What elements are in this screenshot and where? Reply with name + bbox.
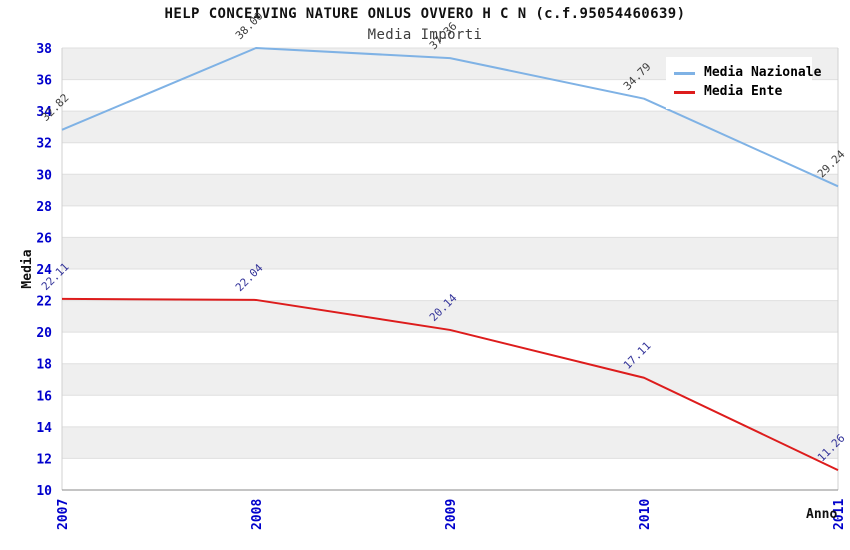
chart-title: HELP CONCEIVING NATURE ONLUS OVVERO H C … <box>164 6 686 22</box>
y-tick-label: 28 <box>36 200 52 215</box>
x-tick-label: 2011 <box>832 499 847 530</box>
legend-item: Media Ente <box>674 84 804 100</box>
legend: Media Nazionale Media Ente <box>666 57 821 109</box>
grid-band <box>62 237 838 269</box>
series-line-media-ente <box>61 297 839 472</box>
y-axis-title: Media <box>20 249 35 289</box>
y-tick-label: 14 <box>36 421 52 436</box>
legend-line-swatch <box>674 90 695 94</box>
y-tick-label: 32 <box>36 137 52 152</box>
y-tick-label: 12 <box>36 452 52 467</box>
y-tick-label: 18 <box>36 358 52 373</box>
y-tick-label: 30 <box>36 168 52 183</box>
y-tick-label: 20 <box>36 326 52 341</box>
x-axis-title: Anno <box>806 507 838 522</box>
legend-item: Media Nazionale <box>674 65 821 81</box>
y-tick-label: 36 <box>36 74 52 89</box>
y-tick-label: 16 <box>36 389 52 404</box>
point-value-label: 37.36 <box>427 20 460 53</box>
grid-band <box>62 300 838 333</box>
grid-band <box>62 363 838 396</box>
x-tick-label: 2007 <box>56 499 71 530</box>
y-tick-label: 10 <box>36 484 52 499</box>
legend-label: Media Nazionale <box>704 65 822 80</box>
x-tick-label: 2010 <box>638 499 653 530</box>
y-tick-label: 26 <box>36 231 52 246</box>
y-tick-label: 38 <box>36 42 52 57</box>
y-tick-label: 22 <box>36 295 52 310</box>
x-tick-label: 2008 <box>250 499 265 530</box>
y-tick-label: 34 <box>36 105 52 120</box>
grid-band <box>62 426 838 459</box>
x-tick-label: 2009 <box>444 499 459 530</box>
grid-band <box>62 174 838 206</box>
y-tick-label: 24 <box>36 263 52 278</box>
grid-band <box>62 111 838 143</box>
point-value-label: 38.00 <box>233 10 266 43</box>
chart-subtitle: Media Importi <box>367 27 483 43</box>
legend-label: Media Ente <box>704 84 783 99</box>
legend-line-swatch <box>674 71 695 75</box>
series-line-media-nazionale <box>61 47 839 188</box>
